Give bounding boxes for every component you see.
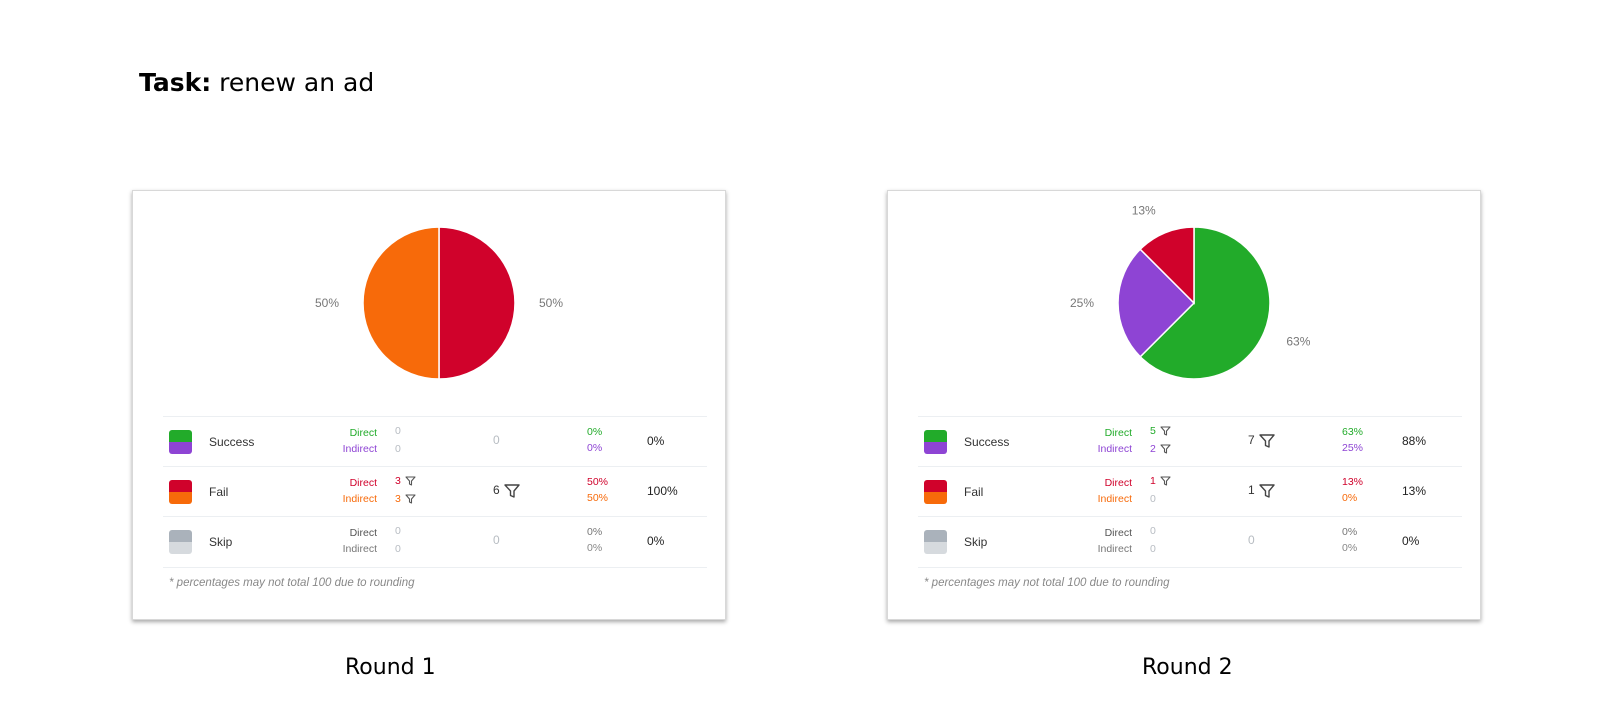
filter-funnel-icon[interactable] [1258, 434, 1275, 448]
pie-slice-label: 50% [539, 296, 563, 310]
indirect-percent: 0% [587, 442, 603, 454]
total-count[interactable]: 7 [1248, 433, 1275, 448]
indirect-label: Indirect [342, 543, 377, 555]
indirect-count: 0 [395, 543, 401, 555]
footnote: * percentages may not total 100 due to r… [924, 577, 1170, 589]
pie-slice-label: 63% [1286, 334, 1310, 348]
legend-swatch-skip [169, 530, 192, 554]
result-label: Skip [964, 535, 988, 549]
indirect-percent: 50% [587, 492, 609, 504]
total-count[interactable]: 1 [1248, 483, 1275, 498]
task-heading: Task: renew an ad [139, 68, 374, 97]
pie-slice-success-direct[interactable] [1139, 226, 1271, 380]
direct-count[interactable]: 3 [395, 475, 416, 487]
direct-label: Direct [349, 527, 377, 539]
indirect-percent: 0% [1342, 542, 1358, 554]
total-count: 0 [1248, 533, 1255, 547]
direct-percent: 13% [1342, 476, 1364, 488]
task-prefix: Task: [139, 68, 212, 97]
legend-swatch-fail [169, 480, 192, 504]
indirect-percent: 0% [1342, 492, 1358, 504]
filter-funnel-icon[interactable] [405, 494, 416, 504]
filter-funnel-icon[interactable] [405, 476, 416, 486]
indirect-label: Indirect [342, 493, 377, 505]
table-row-skip: Skip Direct Indirect 0 0 0 0% 0% 0% [918, 516, 1462, 568]
legend-swatch-success [169, 430, 192, 454]
result-label: Skip [209, 535, 233, 549]
legend-swatch-success [924, 430, 947, 454]
indirect-label: Indirect [1097, 443, 1132, 455]
overall-percent: 0% [647, 534, 665, 548]
filter-funnel-icon[interactable] [1258, 484, 1275, 498]
indirect-label: Indirect [342, 443, 377, 455]
total-count[interactable]: 6 [493, 483, 520, 498]
direct-count[interactable]: 5 [1150, 425, 1171, 437]
direct-count: 0 [395, 525, 401, 537]
pie-chart-round-2: 63% 25% 13% [1070, 204, 1311, 380]
indirect-count: 0 [1150, 493, 1156, 505]
direct-percent: 50% [587, 476, 609, 488]
table-row-success: Success Direct Indirect 0 0 0 0% 0% 0% [163, 416, 707, 467]
results-card-round-1: 50% 50% Success Direct Indirect 0 0 0 0% 0% 0% Fai… [132, 190, 726, 620]
pie-chart-round-1: 50% 50% [315, 226, 563, 380]
indirect-percent: 25% [1342, 442, 1364, 454]
direct-percent: 63% [1342, 426, 1364, 438]
total-count: 0 [493, 533, 500, 547]
total-count: 0 [493, 433, 500, 447]
table-row-fail: Fail Direct Indirect 1 0 1 13% 0% 13% [918, 466, 1462, 517]
pie-slice-label: 25% [1070, 296, 1094, 310]
direct-count[interactable]: 1 [1150, 475, 1171, 487]
indirect-count[interactable]: 3 [395, 493, 416, 505]
result-label: Fail [209, 485, 229, 499]
overall-percent: 100% [647, 484, 678, 498]
indirect-label: Indirect [1097, 493, 1132, 505]
pie-slice-fail-direct[interactable] [1139, 226, 1195, 305]
direct-count: 0 [1150, 525, 1156, 537]
pie-slice-label: 50% [315, 296, 339, 310]
filter-funnel-icon[interactable] [1160, 426, 1171, 436]
pie-slice-fail-direct[interactable] [438, 226, 516, 380]
filter-funnel-icon[interactable] [503, 484, 520, 498]
filter-funnel-icon[interactable] [1160, 476, 1171, 486]
direct-label: Direct [1104, 427, 1132, 439]
direct-label: Direct [1104, 477, 1132, 489]
result-label: Success [964, 435, 1010, 449]
legend-swatch-skip [924, 530, 947, 554]
overall-percent: 88% [1402, 434, 1427, 448]
overall-percent: 0% [1402, 534, 1420, 548]
table-row-success: Success Direct Indirect 5 2 7 63% 25% 88% [918, 416, 1462, 467]
legend-swatch-fail [924, 480, 947, 504]
filter-funnel-icon[interactable] [1160, 444, 1171, 454]
footnote: * percentages may not total 100 due to r… [169, 577, 415, 589]
indirect-label: Indirect [1097, 543, 1132, 555]
direct-label: Direct [349, 477, 377, 489]
direct-percent: 0% [587, 426, 603, 438]
direct-percent: 0% [1342, 526, 1358, 538]
overall-percent: 0% [647, 434, 665, 448]
direct-count: 0 [395, 425, 401, 437]
direct-label: Direct [1104, 527, 1132, 539]
result-label: Success [209, 435, 255, 449]
indirect-count: 0 [1150, 543, 1156, 555]
pie-slice-success-indirect[interactable] [1117, 248, 1196, 358]
pie-slice-fail-indirect[interactable] [362, 226, 440, 380]
result-label: Fail [964, 485, 984, 499]
task-text: renew an ad [219, 68, 375, 97]
overall-percent: 13% [1402, 484, 1427, 498]
results-card-round-2: 63% 25% 13% Success Direct Indirect 5 2 7 63% 25%… [887, 190, 1481, 620]
table-row-fail: Fail Direct Indirect 3 3 6 50% 50% 100% [163, 466, 707, 517]
pie-slice-label: 13% [1132, 204, 1156, 218]
caption-round-1: Round 1 [345, 655, 436, 680]
indirect-count[interactable]: 2 [1150, 443, 1171, 455]
direct-label: Direct [349, 427, 377, 439]
indirect-count: 0 [395, 443, 401, 455]
direct-percent: 0% [587, 526, 603, 538]
caption-round-2: Round 2 [1142, 655, 1233, 680]
indirect-percent: 0% [587, 542, 603, 554]
table-row-skip: Skip Direct Indirect 0 0 0 0% 0% 0% [163, 516, 707, 568]
